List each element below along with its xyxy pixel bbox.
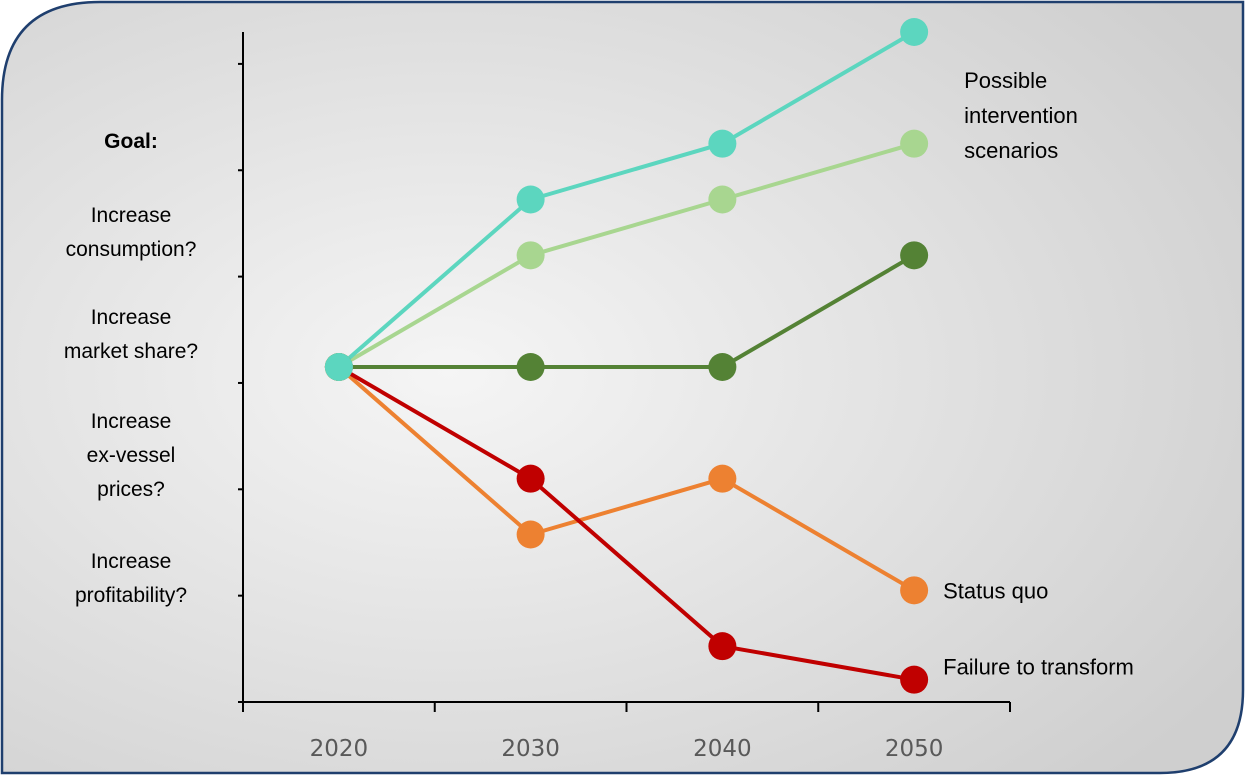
series-layer (324, 18, 929, 694)
x-tick-label: 2040 (693, 736, 752, 762)
axes (238, 32, 1011, 712)
goal-item-4-line-2: profitability? (75, 584, 187, 607)
goal-panel: Goal: Increase consumption? Increase mar… (64, 130, 198, 607)
goal-heading: Goal: (104, 130, 158, 153)
data-point-red-2030 (516, 464, 545, 493)
data-point-lightgreen-2040 (708, 185, 737, 214)
data-point-darkgreen-2030 (516, 353, 545, 381)
data-point-orange-2050 (900, 576, 929, 605)
data-point-orange-2030 (516, 520, 545, 549)
series-line-darkgreen (336, 253, 917, 369)
annotation-status-quo: Status quo (943, 578, 1048, 603)
annotation-intervention-line-1: Possible (964, 68, 1047, 93)
goal-item-1-line-2: consumption? (66, 238, 197, 261)
goal-item-4-line-1: Increase (91, 550, 172, 573)
goal-item-2-line-1: Increase (91, 306, 172, 329)
data-point-darkgreen-2050 (900, 241, 929, 270)
annotation-failure-to-transform: Failure to transform (943, 655, 1134, 680)
data-point-lightgreen-2030 (516, 241, 545, 270)
data-point-darkgreen-2040 (708, 353, 737, 381)
data-point-teal-2040 (708, 129, 737, 158)
annotations: Possible intervention scenarios Status quo F… (943, 68, 1134, 680)
data-point-red-2050 (900, 665, 929, 694)
series-line-lightgreen (336, 141, 917, 369)
data-point-lightgreen-2050 (900, 129, 929, 158)
annotation-intervention-line-2: intervention (964, 103, 1078, 128)
goal-item-3-line-1: Increase (91, 410, 172, 433)
x-tick-labels: 2020 2030 2040 2050 (310, 736, 944, 762)
x-tick-label: 2050 (885, 736, 944, 762)
series-line-orange (336, 365, 917, 593)
goal-item-3-line-3: prices? (97, 478, 165, 501)
annotation-intervention-line-3: scenarios (964, 138, 1058, 163)
data-point-teal-2030 (516, 185, 545, 214)
x-tick-label: 2020 (310, 736, 369, 762)
data-point-orange-2040 (708, 464, 737, 493)
goal-item-3-line-2: ex-vessel (87, 444, 176, 467)
data-point-teal-2020 (324, 353, 353, 381)
series-line-red (336, 365, 917, 682)
data-point-red-2040 (708, 632, 737, 661)
goal-item-2-line-2: market share? (64, 340, 198, 363)
data-point-teal-2050 (900, 18, 929, 46)
goal-item-1-line-1: Increase (91, 204, 172, 227)
series-line-teal (336, 30, 917, 369)
x-tick-label: 2030 (501, 736, 560, 762)
